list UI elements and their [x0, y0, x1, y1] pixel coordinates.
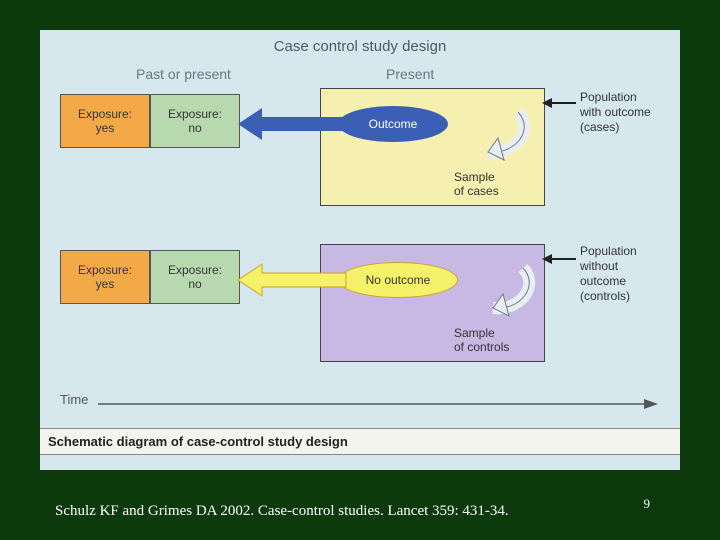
time-label: Time	[60, 392, 88, 407]
caption-text: Schematic diagram of case-control study …	[48, 434, 348, 449]
pop-cases-label: Population with outcome (cases)	[580, 90, 651, 135]
sample-arrow-controls	[445, 256, 545, 336]
exp-no-controls: Exposure: no	[150, 250, 240, 304]
pop-arrow-cases	[542, 96, 576, 110]
exp-no-cases: Exposure: no	[150, 94, 240, 148]
exp-yes-cases: Exposure: yes	[60, 94, 150, 148]
sample-controls-label: Sample of controls	[454, 326, 509, 355]
exp-yes-controls: Exposure: yes	[60, 250, 150, 304]
col-past: Past or present	[136, 66, 231, 82]
outcome-label: Outcome	[369, 117, 418, 131]
no-outcome-label: No outcome	[366, 273, 431, 287]
time-axis	[98, 398, 658, 410]
diagram-title: Case control study design	[40, 38, 680, 55]
citation: Schulz KF and Grimes DA 2002. Case-contr…	[55, 503, 509, 520]
col-present: Present	[386, 66, 434, 82]
sample-cases-label: Sample of cases	[454, 170, 499, 199]
no-outcome-oval: No outcome	[338, 262, 458, 298]
page-number: 9	[644, 496, 651, 512]
diagram-slide: Case control study design Past or presen…	[40, 30, 680, 470]
caption-bar: Schematic diagram of case-control study …	[40, 428, 680, 455]
blue-arrow-cases	[238, 108, 346, 140]
sample-arrow-cases	[440, 100, 540, 180]
pop-controls-label: Population without outcome (controls)	[580, 244, 637, 304]
yellow-arrow-controls	[238, 264, 346, 296]
pop-arrow-controls	[542, 252, 576, 266]
outcome-oval: Outcome	[338, 106, 448, 142]
